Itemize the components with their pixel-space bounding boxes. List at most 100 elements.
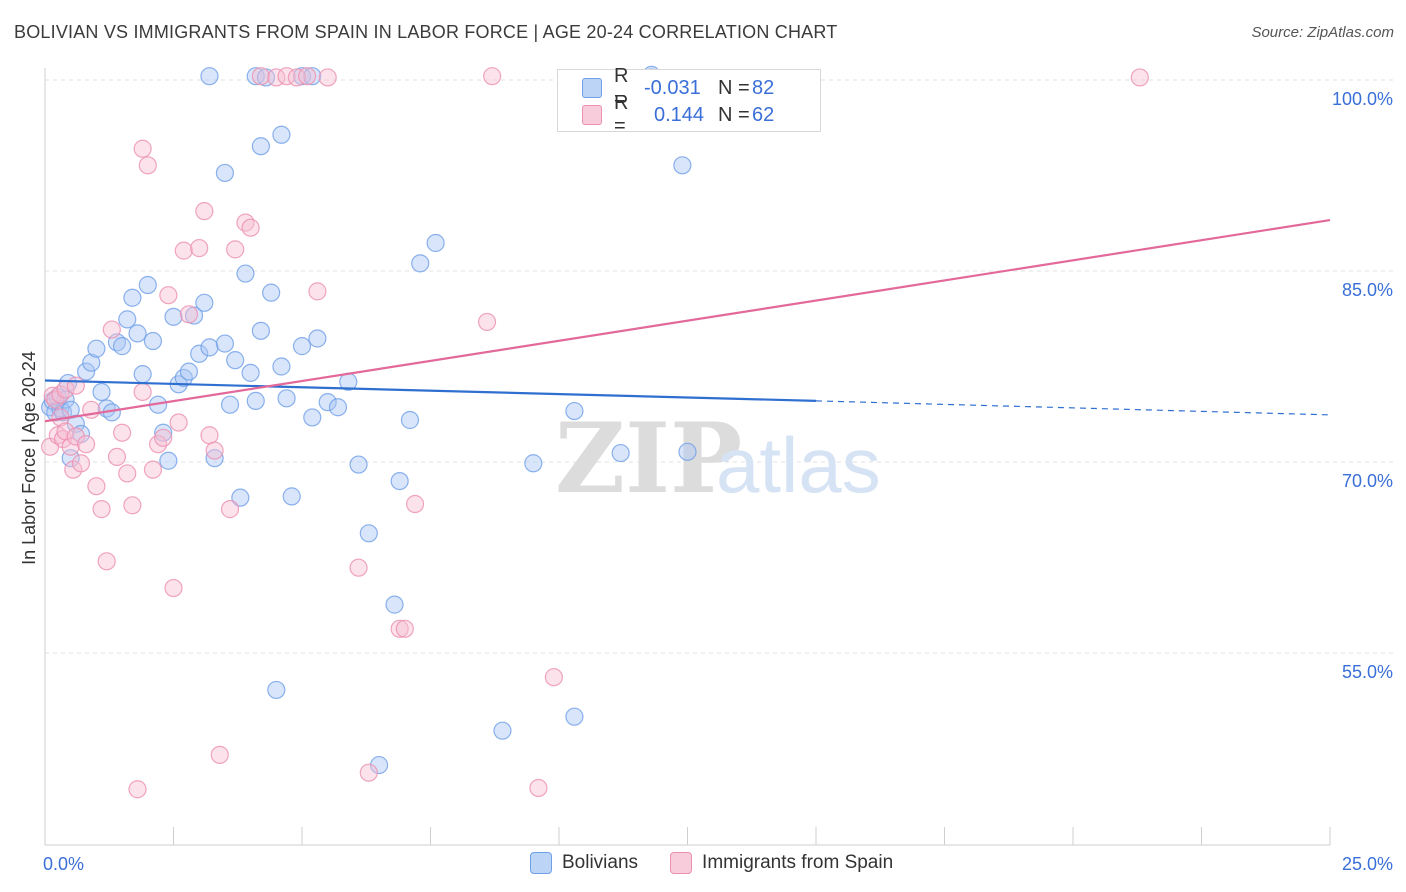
- trendline-spain: [44, 218, 1331, 423]
- point-bolivians: [611, 443, 630, 463]
- point-spain: [483, 67, 502, 86]
- point-bolivians: [246, 391, 265, 410]
- point-bolivians: [272, 125, 291, 144]
- point-spain: [87, 477, 106, 496]
- watermark-zip: ZIP: [555, 402, 742, 515]
- point-spain: [205, 441, 224, 460]
- point-spain: [138, 156, 157, 175]
- point-bolivians: [195, 293, 214, 312]
- point-bolivians: [87, 339, 106, 358]
- series-label-spain: Immigrants from Spain: [702, 852, 894, 873]
- point-bolivians: [112, 337, 132, 356]
- point-bolivians: [370, 755, 389, 775]
- point-bolivians: [66, 414, 85, 433]
- point-spain: [477, 312, 497, 332]
- point-spain: [97, 552, 116, 571]
- point-spain: [251, 67, 270, 86]
- series-legend-spain: Immigrants from Spain: [670, 852, 893, 874]
- point-spain: [1130, 68, 1149, 87]
- point-spain: [164, 578, 183, 598]
- point-spain: [92, 500, 111, 519]
- y-tick-label: 100.0%: [1332, 89, 1393, 109]
- point-bolivians: [385, 595, 404, 614]
- point-bolivians: [154, 423, 173, 442]
- point-spain: [133, 139, 152, 158]
- point-bolivians: [400, 410, 420, 430]
- y-tick-label: 55.0%: [1342, 662, 1393, 682]
- point-spain: [159, 286, 178, 305]
- legend-swatch-bolivians: [582, 78, 602, 98]
- point-spain: [179, 305, 199, 324]
- point-spain: [395, 619, 414, 638]
- point-spain: [308, 282, 327, 301]
- point-spain: [66, 376, 85, 395]
- legend-r-value: 0.144: [654, 103, 705, 126]
- series-swatch-bolivians: [530, 852, 552, 874]
- point-spain: [359, 763, 378, 782]
- point-spain: [529, 778, 548, 798]
- point-bolivians: [272, 357, 291, 376]
- point-bolivians: [349, 455, 368, 474]
- point-bolivians: [328, 398, 348, 417]
- point-spain: [102, 320, 121, 339]
- point-bolivians: [493, 721, 512, 740]
- point-bolivians: [303, 408, 322, 427]
- point-spain: [220, 500, 240, 519]
- watermark-atlas: atlas: [716, 421, 881, 509]
- point-spain: [241, 218, 260, 237]
- point-spain: [210, 745, 229, 764]
- point-spain: [174, 241, 193, 260]
- point-bolivians: [226, 351, 245, 370]
- point-bolivians: [411, 254, 430, 273]
- stats-legend: R = -0.031 N = 82 R = 0.144 N = 62: [557, 65, 821, 137]
- point-bolivians: [71, 424, 91, 444]
- point-bolivians: [215, 334, 234, 353]
- point-spain: [107, 447, 127, 467]
- point-bolivians: [82, 353, 101, 372]
- point-bolivians: [565, 401, 584, 421]
- series-swatch-spain: [670, 852, 693, 874]
- legend-swatch-spain: [582, 105, 602, 125]
- point-bolivians: [92, 382, 111, 402]
- point-bolivians: [318, 393, 337, 412]
- point-spain: [51, 385, 70, 404]
- point-spain: [544, 668, 563, 687]
- series-legend: Bolivians Immigrants from Spain: [530, 852, 925, 874]
- legend-n-value: 82: [752, 76, 775, 99]
- y-tick-label: 70.0%: [1342, 471, 1393, 491]
- point-bolivians: [565, 707, 584, 726]
- point-spain: [77, 435, 96, 454]
- point-bolivians: [251, 321, 270, 340]
- point-bolivians: [673, 156, 692, 175]
- legend-row-bolivians: R = -0.031 N = 82: [582, 65, 775, 110]
- point-bolivians: [179, 362, 199, 381]
- y-axis-label: In Labor Force | Age 20-24: [19, 351, 39, 565]
- point-bolivians: [133, 365, 152, 384]
- point-spain: [390, 619, 409, 638]
- legend-r-label: R =: [614, 65, 629, 110]
- point-spain: [298, 67, 317, 86]
- point-bolivians: [190, 344, 209, 363]
- point-spain: [405, 494, 425, 514]
- series-legend-bolivians: Bolivians: [530, 852, 638, 874]
- y-tick-label: 85.0%: [1342, 280, 1393, 300]
- point-bolivians: [231, 488, 250, 507]
- point-spain: [61, 437, 80, 456]
- point-bolivians: [164, 307, 183, 326]
- point-bolivians: [215, 163, 234, 183]
- point-bolivians: [236, 264, 255, 283]
- point-bolivians: [426, 233, 445, 253]
- point-bolivians: [251, 137, 270, 156]
- point-bolivians: [159, 451, 178, 470]
- point-bolivians: [262, 283, 281, 302]
- point-spain: [236, 213, 255, 232]
- point-bolivians: [524, 454, 543, 473]
- point-spain: [318, 68, 337, 87]
- point-spain: [190, 238, 209, 258]
- trendline-bolivians-extension: [815, 400, 1331, 416]
- x-tick-label-max: 25.0%: [1342, 854, 1393, 874]
- point-spain: [66, 427, 85, 446]
- point-spain: [118, 464, 137, 483]
- axis-layer: 55.0% 70.0% 85.0% 100.0% 0.0% 25.0%: [43, 68, 1393, 874]
